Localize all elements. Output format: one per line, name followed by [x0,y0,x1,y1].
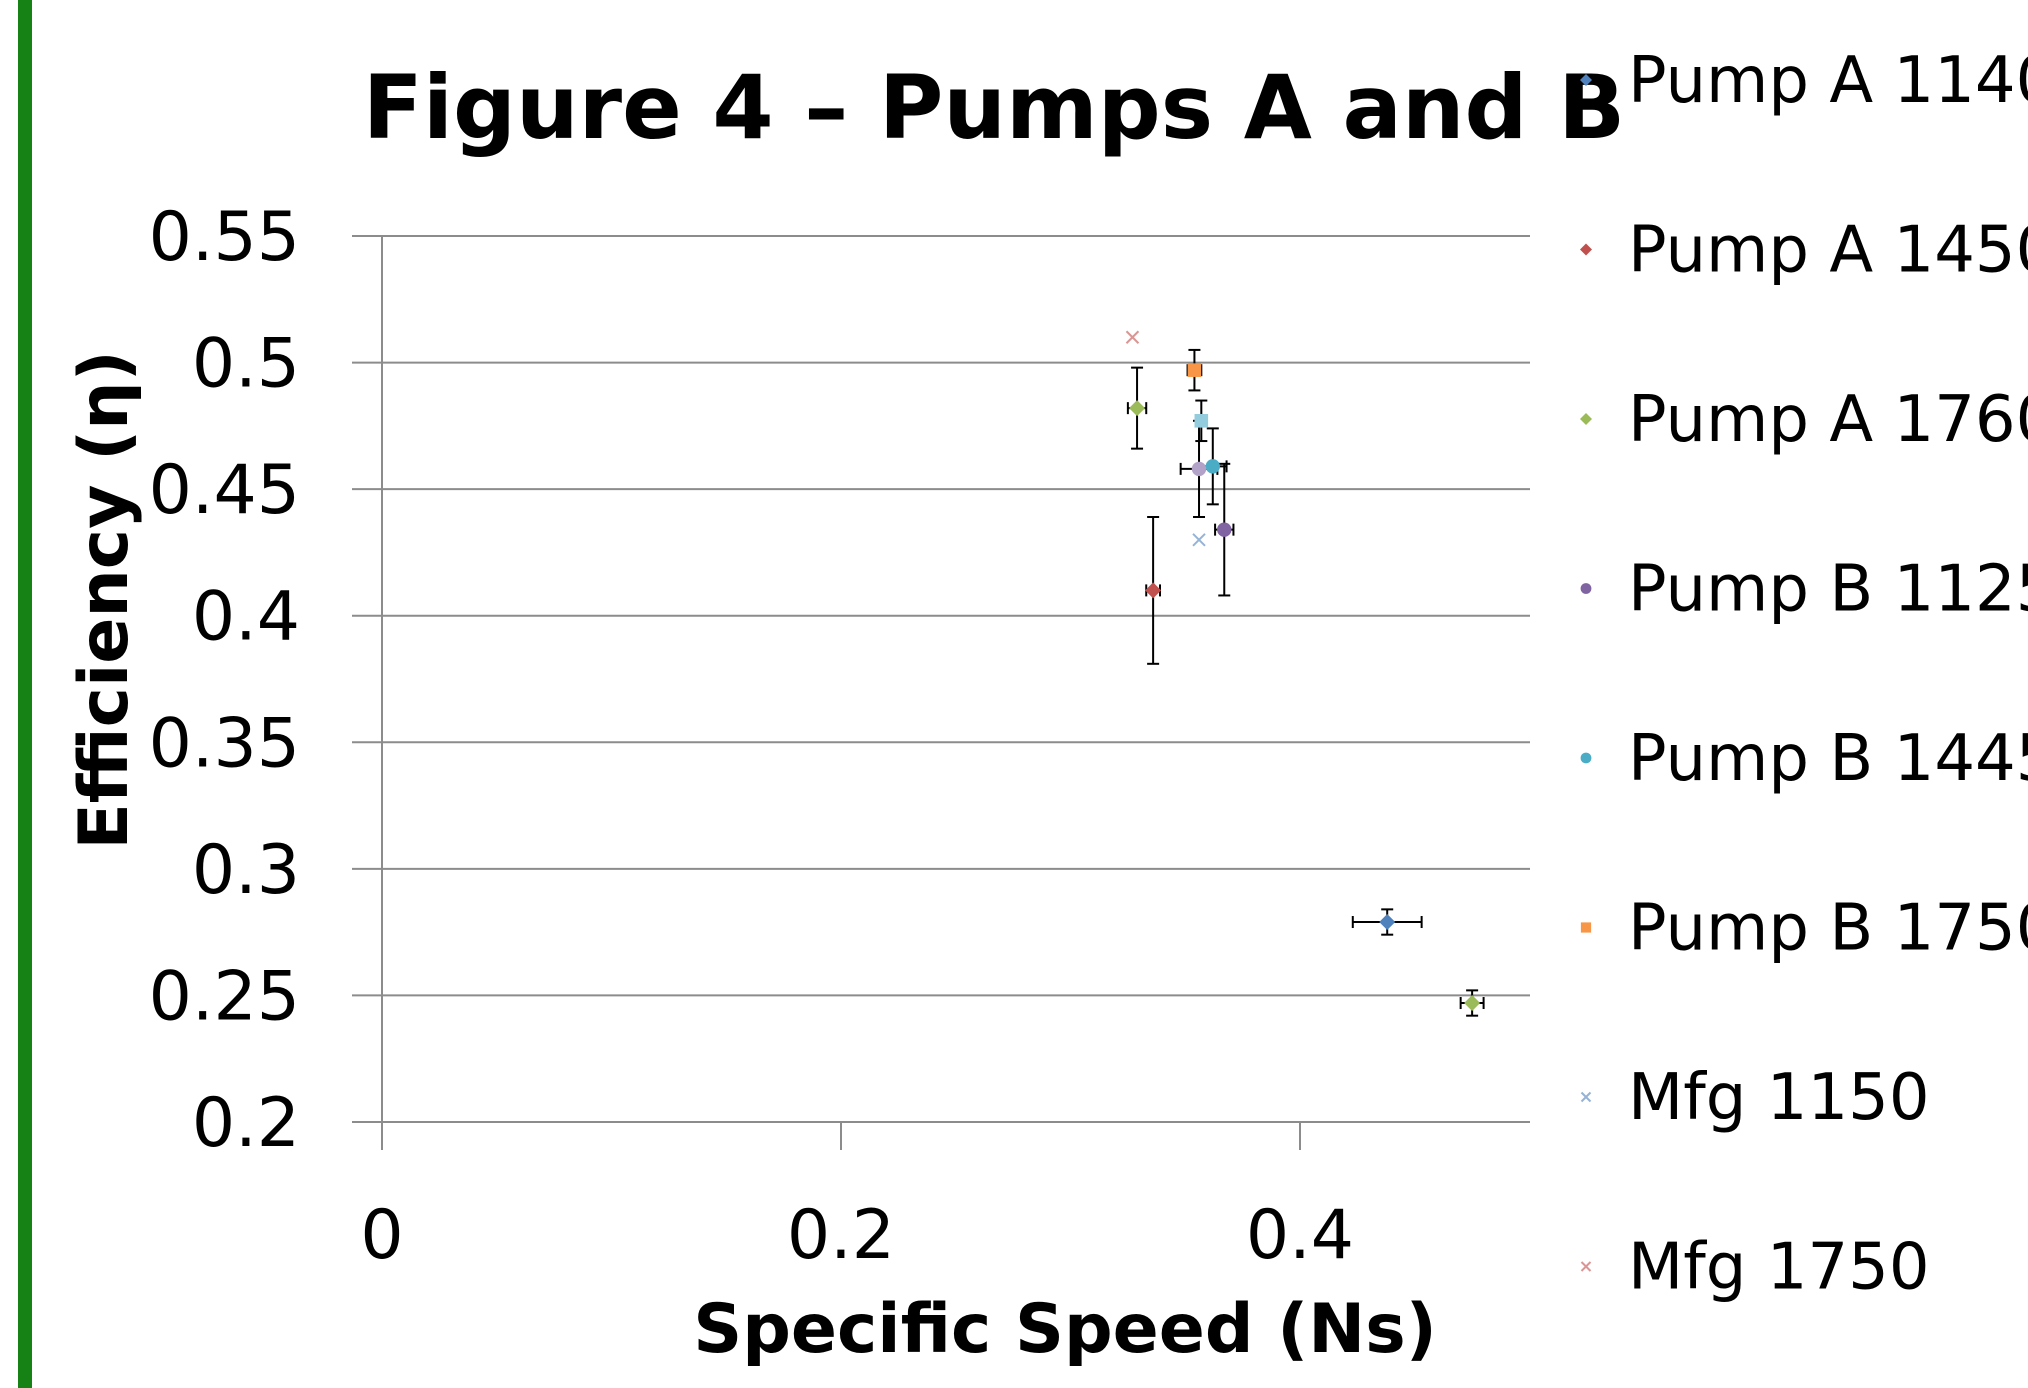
x-axis-title: Specific Speed (Ns) [693,1290,1437,1369]
legend-item: Mfg 1150 [1580,1061,1930,1135]
legend-label: Pump A 1450 [1628,214,2028,288]
y-tick-label: 0.25 [149,957,300,1036]
legend: Pump A 1140 Pump A 1450 Pump A 1760 Pump B … [1580,44,2028,1305]
data-point [1194,413,1209,428]
x-marker-stroke [1125,330,1140,344]
y-tick-label: 0.2 [192,1084,300,1163]
x-tick-labels: 0 0.2 0.4 [360,1196,1354,1275]
x-tick-label: 0.2 [787,1196,895,1275]
data-point [1125,330,1140,344]
x-tick-label: 0 [360,1196,403,1275]
legend-marker [1580,922,1592,933]
legend-marker [1580,583,1592,594]
gridlines [352,235,1530,1123]
legend-label: Mfg 1150 [1628,1061,1930,1135]
y-tick-label: 0.4 [192,578,300,657]
legend-label: Pump B 1125 [1628,553,2028,627]
error-bars [1126,348,1485,1017]
legend-label: Pump A 1760 [1628,383,2028,457]
data-point [1379,914,1396,931]
x-marker-stroke [1580,1261,1592,1272]
data-point [1187,363,1202,377]
legend-marker [1580,752,1592,764]
x-tick-label: 0.4 [1246,1196,1354,1275]
legend-marker [1580,243,1592,256]
y-tick-label: 0.3 [192,831,300,910]
legend-label: Pump A 1140 [1628,44,2028,118]
legend-item: Pump A 1450 [1580,214,2028,288]
data-points [1125,330,1481,1012]
data-point [1191,461,1207,477]
legend-marker [1580,1091,1592,1103]
legend-item: Pump A 1760 [1580,383,2028,457]
y-tick-label: 0.55 [149,198,300,277]
legend-label: Pump B 1445 [1628,722,2028,796]
axes [381,236,1301,1150]
legend-label: Mfg 1750 [1628,1231,1930,1305]
legend-item: Pump B 1750 [1580,892,2028,966]
legend-marker [1580,74,1592,86]
legend-item: Mfg 1750 [1580,1231,1930,1305]
legend-marker [1580,1261,1592,1272]
data-point [1217,522,1232,537]
y-tick-labels: 0.55 0.5 0.45 0.4 0.35 0.3 0.25 0.2 [149,198,300,1163]
y-axis-title: Efficiency (η) [65,350,144,849]
y-tick-label: 0.5 [192,325,300,404]
data-point [1129,400,1146,417]
data-point [1192,533,1206,547]
data-point [1145,582,1162,599]
legend-marker [1580,413,1592,425]
y-tick-label: 0.35 [149,704,300,783]
y-tick-label: 0.45 [149,451,300,530]
left-border-stripe [18,0,32,1388]
legend-item: Pump B 1125 [1580,553,2028,627]
legend-label: Pump B 1750 [1628,892,2028,966]
chart-title: Figure 4 – Pumps A and B [363,56,1625,159]
data-point [1464,995,1481,1012]
x-marker-stroke [1580,1091,1592,1103]
legend-item: Pump A 1140 [1580,44,2028,118]
x-marker-stroke [1192,533,1206,547]
data-point [1205,459,1220,474]
legend-item: Pump B 1445 [1580,722,2028,796]
